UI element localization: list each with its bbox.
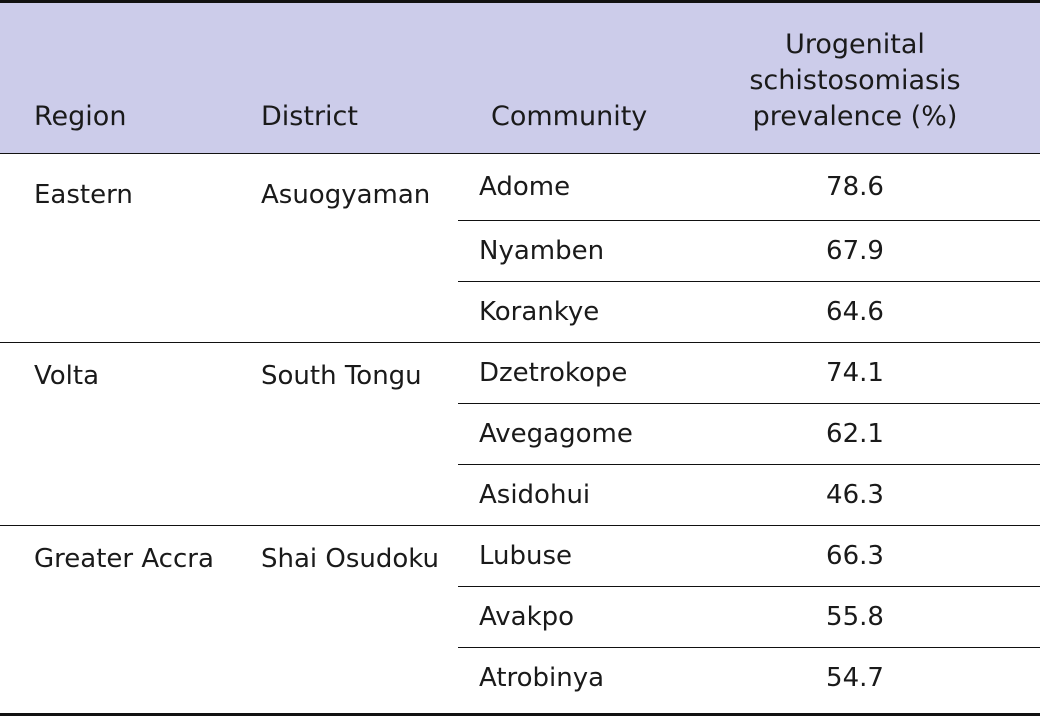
header-district: District [227,3,458,154]
prevalence-cell: 55.8 [670,586,1040,648]
community-cell: Nyamben [458,220,670,282]
prevalence-cell: 62.1 [670,403,1040,465]
table-body: Eastern Asuogyaman Adome 78.6 Nyamben 67… [0,153,1040,708]
community-cell: Avegagome [458,403,670,465]
community-cell: Lubuse [458,525,670,587]
region-cell: Eastern [0,153,227,343]
header-prevalence-line2: schistosomiasis [749,64,961,96]
table-row: Avegagome 62.1 [0,403,1040,465]
data-table: Region District Community Urogenital sch… [0,3,1040,708]
prevalence-cell: 74.1 [670,342,1040,404]
table-row: Asidohui 46.3 [0,464,1040,526]
table-row: Korankye 64.6 [0,281,1040,343]
district-cell: Shai Osudoku [261,543,440,574]
community-cell: Dzetrokope [458,342,670,404]
header-prevalence-line3: prevalence (%) [752,100,958,132]
district-cell: Asuogyaman [227,153,458,343]
community-cell: Korankye [458,281,670,343]
table-row: Atrobinya 54.7 [0,647,1040,708]
table-header: Region District Community Urogenital sch… [0,3,1040,154]
table-row: Eastern Asuogyaman Adome 78.6 [0,153,1040,343]
header-prevalence: Urogenital schistosomiasis prevalence (%… [670,3,1040,154]
community-cell: Adome [458,153,670,221]
community-cell: Avakpo [458,586,670,648]
header-community: Community [458,3,670,154]
region-cell: Volta [0,342,227,526]
prevalence-cell: 54.7 [826,662,884,693]
district-cell: South Tongu [227,342,458,526]
table-row: Greater Accra Shai Osudoku Lubuse 66.3 [0,525,1040,587]
region-cell: Greater Accra [34,543,214,574]
prevalence-cell: 67.9 [670,220,1040,282]
prevalence-cell: 64.6 [670,281,1040,343]
prevalence-cell: 46.3 [670,464,1040,526]
table-row: Volta South Tongu Dzetrokope 74.1 [0,342,1040,526]
header-region: Region [0,3,227,154]
table-row: Nyamben 67.9 [0,220,1040,282]
community-cell: Atrobinya [479,662,605,693]
table-row: Avakpo 55.8 [0,586,1040,648]
community-cell: Asidohui [458,464,670,526]
header-prevalence-line1: Urogenital [785,28,925,60]
prevalence-cell: 66.3 [670,525,1040,587]
prevalence-cell: 78.6 [670,153,1040,221]
header-row: Region District Community Urogenital sch… [0,3,1040,154]
